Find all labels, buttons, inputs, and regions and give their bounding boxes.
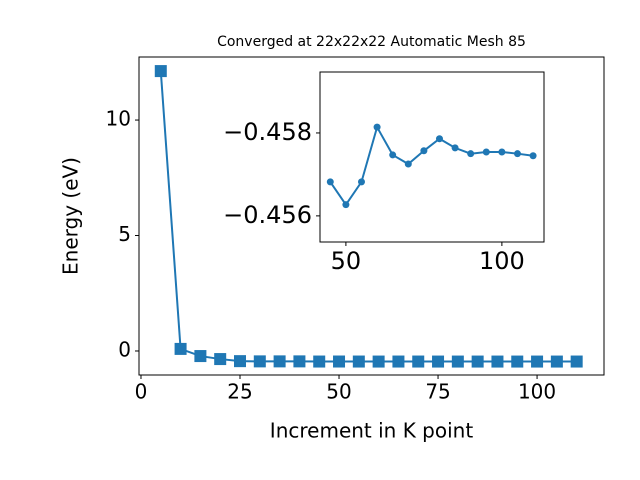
marker <box>570 355 583 368</box>
y-tick-label: −0.456 <box>223 201 312 229</box>
marker <box>529 152 537 160</box>
marker <box>412 355 425 368</box>
marker <box>293 355 306 368</box>
marker <box>392 355 405 368</box>
series-line <box>159 71 577 363</box>
marker <box>357 178 365 186</box>
y-tick-label: 10 <box>106 107 131 131</box>
y-axis-label: Energy (eV) <box>59 157 83 275</box>
x-tick-label: 75 <box>425 380 450 404</box>
marker <box>342 201 350 209</box>
marker <box>435 135 443 143</box>
y-tick-label: 0 <box>118 337 131 361</box>
marker <box>531 355 544 368</box>
marker <box>451 355 464 368</box>
marker <box>372 355 385 368</box>
x-axis-label: Increment in K point <box>270 419 474 443</box>
marker <box>451 144 459 152</box>
marker <box>498 148 506 156</box>
marker <box>482 148 490 156</box>
marker <box>511 355 524 368</box>
x-tick-label: 0 <box>135 380 148 404</box>
marker <box>373 123 381 131</box>
marker <box>326 178 334 186</box>
marker <box>404 160 412 168</box>
marker <box>333 355 346 368</box>
y-tick-label: 5 <box>118 222 131 246</box>
marker <box>273 355 286 368</box>
chart-title: Converged at 22x22x22 Automatic Mesh 85 <box>217 34 526 50</box>
marker <box>550 355 563 368</box>
marker <box>313 355 326 368</box>
x-tick-label: 100 <box>518 380 556 404</box>
axes-frame <box>138 56 605 376</box>
inset-background <box>320 72 544 242</box>
marker <box>154 65 167 78</box>
x-tick-label: 25 <box>227 380 252 404</box>
marker <box>234 355 247 368</box>
marker <box>174 342 187 355</box>
x-tick-label: 50 <box>326 380 351 404</box>
marker <box>471 355 484 368</box>
marker <box>352 355 365 368</box>
marker <box>194 350 207 363</box>
axes-frame <box>319 71 545 243</box>
marker <box>491 355 504 368</box>
marker <box>389 151 397 159</box>
x-tick-label: 50 <box>331 247 362 275</box>
x-tick-label: 100 <box>479 247 525 275</box>
marker <box>214 353 227 366</box>
marker <box>513 150 521 158</box>
marker <box>420 147 428 155</box>
marker <box>253 355 266 368</box>
marker <box>467 150 475 158</box>
y-tick-label: −0.458 <box>223 118 312 146</box>
marker <box>432 355 445 368</box>
